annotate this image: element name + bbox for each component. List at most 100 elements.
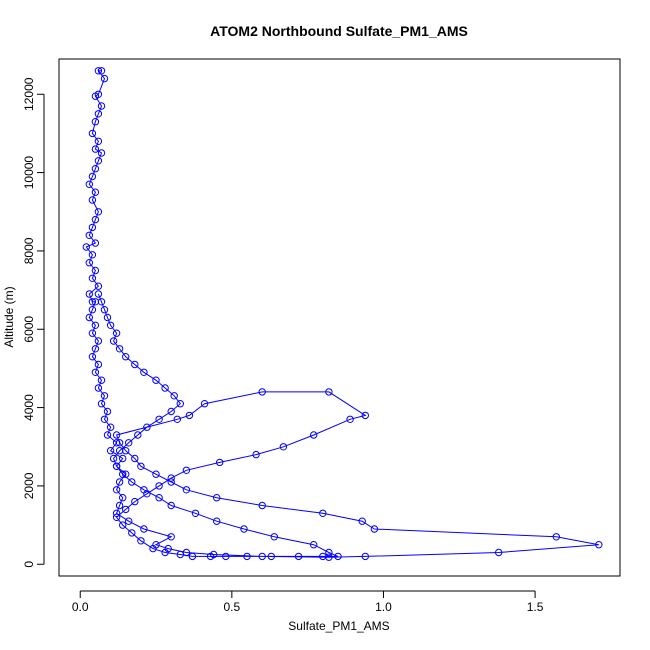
data-point: [216, 458, 224, 467]
data-point: [213, 517, 221, 525]
data-point: [346, 415, 354, 423]
data-point: [88, 129, 97, 138]
data-point: [106, 447, 115, 455]
y-tick-label: 2000: [22, 472, 36, 499]
data-point: [100, 392, 109, 400]
data-point: [119, 521, 127, 529]
data-point: [319, 509, 327, 517]
data-point: [161, 384, 169, 392]
data-point: [167, 501, 175, 510]
data-point: [258, 552, 266, 561]
data-point: [88, 172, 97, 181]
data-point: [85, 290, 94, 298]
data-point: [109, 337, 118, 345]
data-point: [128, 529, 136, 537]
data-point: [200, 400, 209, 408]
data-point: [495, 548, 503, 557]
data-point: [122, 353, 130, 361]
data-point: [91, 118, 100, 126]
data-point: [188, 552, 197, 561]
data-point: [182, 466, 191, 474]
y-axis-label: Altitude (m): [2, 286, 16, 347]
data-point: [94, 360, 103, 369]
data-point: [243, 552, 251, 561]
data-point: [176, 550, 185, 559]
x-axis: 0.0 0.5 1.0 1.5: [72, 590, 544, 614]
data-point: [119, 470, 127, 478]
x-tick-label: 1.5: [527, 600, 544, 614]
data-point: [91, 165, 100, 173]
data-point: [258, 388, 266, 396]
series-line: [85, 70, 599, 558]
data-point: [270, 533, 278, 541]
data-point: [310, 541, 318, 549]
data-point: [155, 482, 163, 490]
x-tick-label: 0.0: [72, 600, 89, 614]
data-point: [85, 231, 94, 240]
data-point: [88, 274, 97, 282]
data-point: [361, 411, 369, 420]
data-point: [252, 450, 260, 459]
data-point: [91, 266, 100, 275]
data-point: [115, 439, 124, 447]
data-point: [112, 329, 121, 337]
y-tick-label: 0: [22, 561, 36, 568]
data-point: [97, 149, 106, 157]
data-point: [222, 552, 230, 561]
data-point: [109, 454, 118, 463]
data-point: [128, 478, 136, 486]
data-point: [115, 478, 124, 486]
x-tick-label: 0.5: [224, 600, 241, 614]
data-point: [152, 470, 160, 478]
data-point: [294, 552, 303, 561]
data-point: [131, 454, 139, 463]
data-point: [167, 474, 175, 482]
data-point: [112, 486, 121, 494]
plot-frame: [58, 58, 621, 577]
data-point: [125, 439, 133, 447]
data-point: [112, 439, 121, 447]
data-point: [94, 208, 103, 216]
data-point: [140, 368, 148, 376]
data-point: [91, 92, 100, 100]
data-point: [91, 239, 100, 247]
y-tick-label: 4000: [22, 394, 36, 421]
data-point: [97, 67, 106, 75]
data-point: [88, 223, 97, 232]
data-point: [106, 423, 115, 431]
data-point: [134, 431, 142, 439]
data-point: [97, 102, 106, 110]
data-point: [167, 407, 175, 416]
data-point: [112, 462, 121, 470]
data-point: [155, 494, 163, 502]
data-point: [103, 313, 112, 322]
data-point: [152, 376, 160, 384]
data-point: [97, 400, 106, 408]
data-point: [106, 321, 115, 329]
data-point: [115, 345, 124, 353]
data-point: [100, 74, 109, 83]
data-point: [103, 431, 112, 439]
data-point: [206, 552, 215, 561]
data-point: [185, 411, 194, 420]
data-point: [88, 329, 97, 337]
series-layer: [82, 67, 603, 561]
data-point: [94, 282, 103, 290]
data-point: [94, 67, 103, 75]
data-point: [91, 345, 100, 353]
data-point: [94, 337, 103, 345]
data-point: [100, 306, 109, 314]
data-point: [370, 525, 379, 533]
data-point: [119, 454, 127, 463]
y-tick-label: 12000: [22, 77, 36, 111]
data-point: [213, 494, 221, 502]
data-point: [170, 392, 178, 400]
data-point: [325, 548, 333, 557]
data-point: [191, 509, 200, 517]
data-point: [88, 306, 97, 314]
y-tick-label: 10000: [22, 156, 36, 190]
data-point: [182, 486, 191, 494]
data-point: [310, 431, 318, 439]
